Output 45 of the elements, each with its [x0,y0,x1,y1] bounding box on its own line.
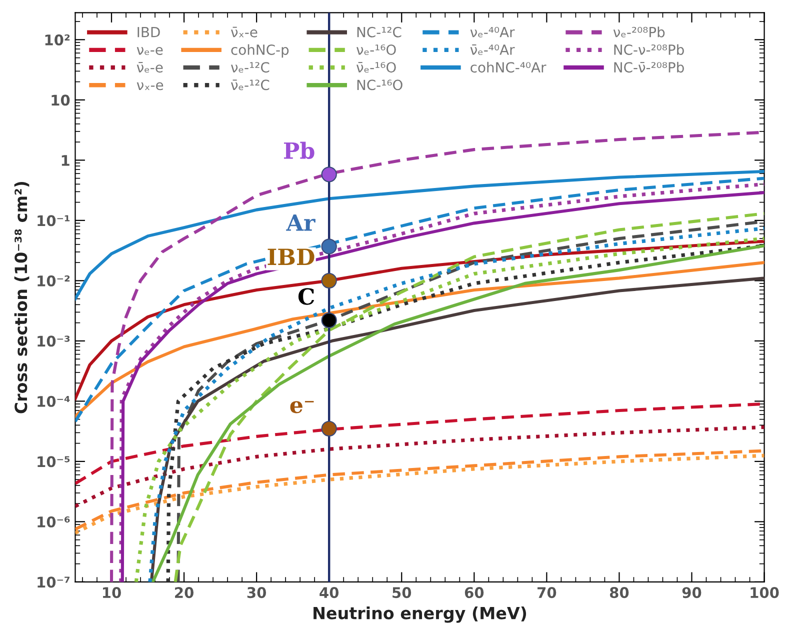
x-tick-label: 30 [247,587,266,598]
y-tick-label: 10 [52,94,70,106]
x-tick-label: 50 [392,587,412,598]
annotation: e⁻ [290,400,314,414]
legend-label: cohNC-p [231,44,289,58]
legend-label: ν̄ₑ-¹²C [231,80,270,90]
legend-label: ν̄ₑ-⁴⁰Ar [470,44,515,55]
legend-label: νₑ-¹⁶O [356,44,396,55]
legend-label: ν̄ₑ-¹⁶O [356,62,396,73]
legend-label: cohNC-⁴⁰Ar [470,62,546,73]
x-tick-label: 90 [682,587,702,598]
annotation: IBD [268,248,314,265]
y-tick-label: 10⁻⁷ [38,576,70,588]
y-tick-label: 10⁻⁵ [38,456,70,468]
legend-label: νₑ-¹²C [231,62,270,73]
legend-label: NC-¹²C [357,26,402,38]
legend-label: ν̄ₓ-e [231,26,258,38]
annotation: Ar [286,214,316,231]
legend-label: IBD [138,27,160,38]
annotation: Pb [284,142,314,160]
x-tick-label: 10 [103,587,121,598]
legend-label: NC-ν̄-²⁰⁸Pb [614,62,684,73]
x-tick-label: 60 [464,587,484,598]
y-tick-label: 10² [45,34,70,46]
x-tick-label: 100 [750,587,779,598]
legend-label: νₑ-⁴⁰Ar [470,26,515,38]
legend-label: NC-¹⁶O [357,80,402,90]
x-tick-label: 40 [320,587,339,598]
x-tick-label: 80 [610,587,629,598]
legend-label: NC-ν-²⁰⁸Pb [614,44,684,55]
x-tick-label: 70 [538,587,556,598]
annotation: C [298,288,314,305]
y-axis-title: Cross section (10⁻³⁸ cm²) [14,182,30,414]
legend-label: νₓ-e [136,82,164,90]
y-tick-label: 1 [62,155,70,166]
y-tick-label: 10⁻⁴ [38,396,70,407]
y-tick-label: 10⁻¹ [38,215,70,226]
y-tick-label: 10⁻³ [38,336,70,347]
legend-label: νₑ-e [136,46,163,55]
legend-label: νₑ-²⁰⁸Pb [613,26,665,38]
y-tick-label: 10⁻⁶ [38,516,70,528]
legend-label: ν̄ₑ-e [136,62,163,73]
x-axis-title: Neutrino energy (MeV) [314,606,526,623]
y-tick-label: 10⁻² [38,275,70,286]
x-tick-label: 20 [175,587,194,598]
